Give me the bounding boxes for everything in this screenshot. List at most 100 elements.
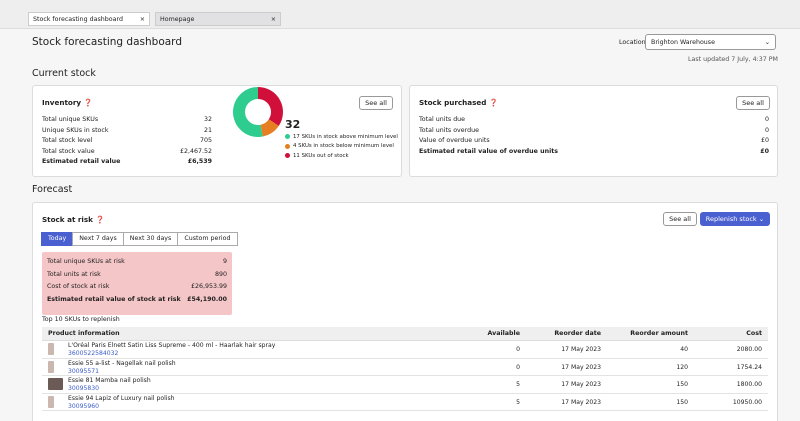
tab-label: Stock forecasting dashboard: [33, 16, 123, 23]
column-header: Reorder amount: [630, 330, 688, 337]
legend-item: 4 SKUs in stock below minimum level: [285, 142, 398, 152]
period-tab[interactable]: Today: [41, 232, 74, 246]
kv-label: Unique SKUs in stock: [42, 126, 109, 134]
product-sku[interactable]: 30095830: [68, 385, 100, 392]
kv-row: Total units at risk 890: [47, 271, 227, 284]
close[interactable]: ×: [139, 16, 145, 23]
product-name: Essie 94 Lapiz of Luxury nail polish: [68, 394, 175, 402]
kv-row: Cost of stock at risk £26,953.99: [47, 283, 227, 296]
kv-row: Total stock value £2,467.52: [42, 148, 212, 159]
table-cell: 5: [516, 381, 520, 388]
table-cell: 1800.00: [736, 381, 762, 388]
donut-segment: [232, 87, 263, 137]
close[interactable]: ×: [270, 16, 276, 23]
tab-label: Homepage: [160, 16, 195, 23]
legend-dot: [285, 143, 290, 149]
period-tab[interactable]: Next 7 days: [72, 232, 124, 246]
product-thumbnail: [48, 343, 54, 355]
inventory-card: Inventory ❓ See all Total unique SKUs 32 U…: [32, 85, 402, 177]
legend-dot: [285, 134, 290, 140]
kv-label: Cost of stock at risk: [47, 283, 110, 290]
kv-row: Estimated retail value of stock at risk £…: [47, 296, 227, 309]
kv-label: Total units at risk: [47, 270, 101, 278]
tab[interactable]: Homepage ×: [155, 12, 281, 26]
table-cell: 150: [676, 381, 688, 388]
table-cell: 150: [676, 398, 688, 406]
kv-row: Estimated retail value £6,539: [42, 158, 212, 169]
purchased-card: Stock purchased ❓ See all Total units du…: [409, 85, 778, 177]
legend-item: 17 SKUs in stock above minimum level: [285, 132, 398, 142]
table-row: Essie 55 a-list - Nagellak nail polish 30…: [42, 359, 768, 376]
period-tab[interactable]: Custom period: [177, 232, 238, 246]
table-cell: 0: [516, 346, 520, 353]
location-select[interactable]: Brighton Warehouse ⌄: [645, 34, 776, 50]
product-sku[interactable]: 30095571: [68, 367, 100, 375]
kv-value: 0: [764, 126, 769, 134]
legend-dot: [285, 153, 290, 159]
kv-row: Unique SKUs in stock 21: [42, 127, 212, 138]
see-all-button[interactable]: See all: [736, 96, 770, 110]
table-cell: 10950.00: [732, 398, 762, 406]
legend-label: 11 SKUs out of stock: [293, 152, 349, 159]
table-cell: 2080.00: [736, 346, 762, 353]
product-name: Essie 55 a-list - Nagellak nail polish: [68, 359, 176, 367]
card-title: Stock at risk ❓: [42, 215, 105, 224]
kv-value: 9: [222, 258, 227, 265]
table-row: Essie 81 Mamba nail polish 30095830 5 17 Ma…: [42, 376, 768, 394]
table-row: Essie 94 Lapiz of Luxury nail polish 3009…: [42, 394, 768, 411]
product-name: L'Oréal Paris Elnett Satin Liss Supreme …: [68, 342, 276, 349]
location-label: Location: [619, 39, 646, 46]
tab[interactable]: Stock forecasting dashboard ×: [28, 12, 150, 26]
kv-row: Total units due 0: [419, 116, 769, 127]
table-row: L'Oréal Paris Elnett Satin Liss Supreme …: [42, 341, 768, 359]
table-cell: 5: [516, 398, 520, 406]
kv-label: Total units due: [419, 116, 466, 123]
kv-label: Total unique SKUs at risk: [47, 258, 125, 265]
table-caption: Top 10 SKUs to replenish: [42, 316, 120, 323]
column-header: Product information: [48, 330, 120, 337]
kv-value: 0: [764, 116, 769, 123]
kv-value: £54,190.00: [187, 295, 227, 303]
replenish-button[interactable]: Replenish stock ⌄: [700, 212, 770, 226]
table: Product information Available Reorder date…: [42, 327, 768, 411]
legend-label: 17 SKUs in stock above minimum level: [293, 133, 398, 140]
see-all-button[interactable]: See all: [359, 96, 393, 110]
donut-chart: [232, 87, 283, 137]
product-sku[interactable]: 30095960: [68, 402, 100, 410]
kv-row: Total stock level 705: [42, 137, 212, 148]
period-tab[interactable]: Next 30 days: [122, 232, 179, 246]
kv-list: Total unique SKUs 32 Unique SKUs in stock 2…: [42, 116, 212, 169]
risk-card: Stock at risk ❓ See all Replenish stock …: [32, 202, 778, 421]
table-cell: 17 May 2023: [561, 363, 601, 371]
product-sku[interactable]: 3600522584032: [68, 350, 119, 357]
kv-label: Total stock level: [42, 137, 93, 144]
card-title: Inventory ❓: [42, 98, 93, 107]
legend-label: 4 SKUs in stock below minimum level: [293, 143, 394, 150]
legend: 17 SKUs in stock above minimum level 4 SK…: [285, 132, 398, 161]
column-header: Reorder date: [554, 330, 601, 337]
kv-row: Total unique SKUs 32: [42, 116, 212, 127]
risk-summary: Total unique SKUs at risk 9 Total units at…: [42, 252, 232, 315]
table-header: Product information Available Reorder date…: [42, 327, 768, 341]
last-updated: Last updated 7 July, 4:37 PM: [687, 56, 778, 63]
column-header: Cost: [746, 330, 762, 337]
section-heading: Current stock: [32, 68, 96, 79]
see-all-button[interactable]: See all: [663, 212, 697, 226]
kv-value: £0: [760, 137, 769, 144]
section-heading: Forecast: [32, 184, 73, 195]
kv-row: Value of overdue units £0: [419, 137, 769, 148]
kv-label: Estimated retail value of stock at risk: [47, 295, 181, 303]
kv-label: Total stock value: [42, 147, 95, 155]
kv-label: Estimated retail value of overdue units: [419, 147, 559, 155]
donut-total: 32: [285, 118, 301, 131]
table-cell: 0: [516, 363, 520, 371]
table-cell: 1754.24: [736, 363, 762, 371]
kv-label: Total unique SKUs: [42, 116, 99, 123]
kv-label: Estimated retail value: [42, 158, 121, 165]
kv-row: Total unique SKUs at risk 9: [47, 258, 227, 271]
donut-segment: [260, 119, 279, 137]
location-value: Brighton Warehouse: [651, 39, 715, 46]
kv-row: Estimated retail value of overdue units £…: [419, 148, 769, 159]
kv-value: 32: [203, 116, 212, 123]
